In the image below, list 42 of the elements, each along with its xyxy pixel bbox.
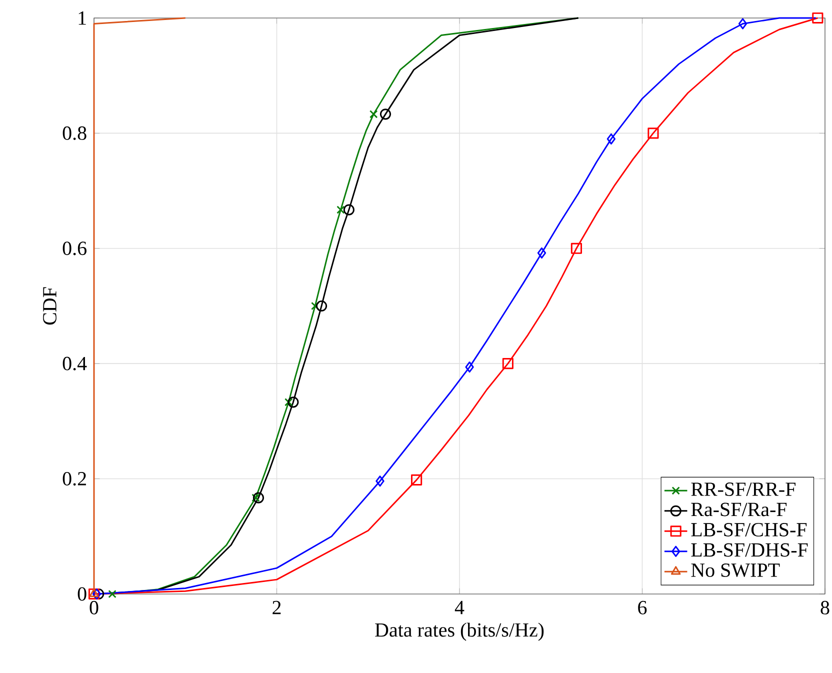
point — [288, 396, 299, 408]
y-tick-label: 0.2 — [62, 472, 86, 486]
point — [502, 358, 514, 370]
point — [570, 242, 582, 254]
point — [284, 398, 293, 406]
legend-label: No SWIPT — [691, 564, 780, 578]
point — [648, 128, 659, 139]
legend-label: Ra-SF/Ra-F — [691, 502, 787, 516]
y-tick-label: 0 — [78, 587, 86, 601]
point — [369, 110, 378, 118]
y-axis-title: CDF — [43, 287, 56, 325]
point — [380, 108, 392, 120]
x-tick-label: 6 — [638, 600, 647, 614]
y-tick-label: 0.4 — [62, 356, 87, 370]
point — [606, 133, 616, 144]
point — [316, 300, 328, 312]
point — [537, 247, 546, 259]
legend-label: RR-SF/RR-F — [691, 482, 796, 496]
x-tick-label: 8 — [820, 600, 830, 614]
point — [252, 492, 264, 504]
point — [108, 590, 116, 598]
y-tick-label: 1 — [78, 11, 86, 25]
legend-label: LB-SF/CHS-F — [691, 523, 807, 536]
point — [252, 494, 260, 502]
point — [92, 588, 102, 600]
point — [376, 476, 384, 487]
point — [738, 18, 748, 30]
y-tick-label: 0.6 — [62, 242, 86, 256]
point — [812, 12, 824, 24]
point — [88, 588, 100, 600]
legend-label: LB-SF/DHS-F — [691, 543, 808, 557]
point — [465, 362, 474, 373]
x-tick-label: 4 — [454, 600, 464, 614]
point — [411, 474, 422, 486]
y-tick-label: 0.8 — [62, 126, 86, 140]
point — [89, 588, 99, 598]
point — [336, 206, 345, 214]
x-tick-label: 2 — [272, 600, 281, 614]
point — [311, 302, 320, 310]
point — [343, 204, 354, 216]
x-tick-label: 0 — [90, 600, 98, 614]
x-axis-title: Data rates (bits/s/Hz) — [375, 622, 544, 641]
